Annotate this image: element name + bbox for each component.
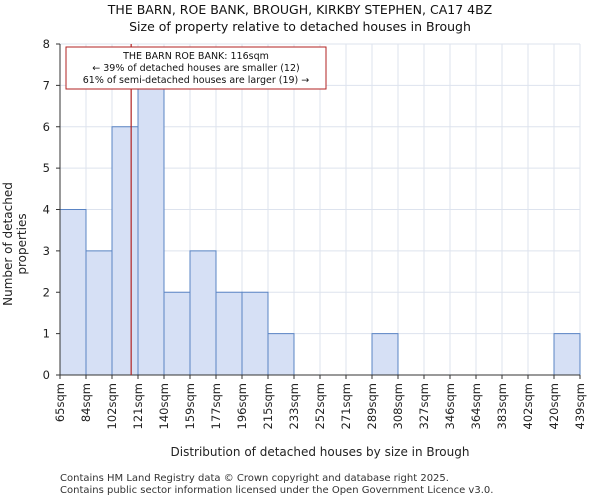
x-tick-label: 102sqm	[105, 383, 119, 429]
property-marker: THE BARN ROE BANK: 116sqm← 39% of detach…	[65, 44, 327, 375]
x-tick-label: 271sqm	[339, 383, 353, 429]
bar	[553, 333, 581, 376]
footer-line-2: Contains public sector information licen…	[60, 485, 494, 496]
x-tick-label: 383sqm	[495, 383, 509, 429]
bars	[59, 84, 581, 376]
bar	[137, 84, 165, 376]
annotation-larger: 61% of semi-detached houses are larger (…	[83, 75, 310, 86]
x-tick-label: 420sqm	[547, 383, 561, 429]
y-tick-label: 1	[43, 327, 50, 341]
footer-line-1: Contains HM Land Registry data © Crown c…	[60, 473, 449, 484]
bar	[241, 291, 269, 376]
x-tick-label: 252sqm	[313, 383, 327, 429]
x-tick-label: 177sqm	[209, 383, 223, 429]
x-tick-label: 364sqm	[469, 383, 483, 429]
x-tick-label: 308sqm	[391, 383, 405, 429]
bar	[371, 333, 399, 376]
bar	[267, 333, 295, 376]
x-tick-label: 439sqm	[573, 383, 587, 429]
x-tick-label: 289sqm	[365, 383, 379, 429]
x-tick-label: 346sqm	[443, 383, 457, 429]
x-tick-label: 121sqm	[131, 383, 145, 429]
y-tick-label: 6	[43, 120, 50, 134]
x-tick-label: 402sqm	[521, 383, 535, 429]
x-tick-label: 84sqm	[79, 383, 93, 422]
annotation-smaller: ← 39% of detached houses are smaller (12…	[92, 63, 299, 74]
y-tick-label: 4	[43, 203, 50, 217]
y-tick-label: 5	[43, 161, 50, 175]
chart-title: THE BARN, ROE BANK, BROUGH, KIRKBY STEPH…	[107, 2, 493, 17]
x-axis-label: Distribution of detached houses by size …	[170, 445, 470, 459]
x-tick-label: 65sqm	[53, 383, 67, 422]
x-tick-label: 196sqm	[235, 383, 249, 429]
chart-subtitle: Size of property relative to detached ho…	[129, 19, 471, 34]
axes: 0 1 2 3 4 5 6 7 8 65sqm 84sqm 102sqm 121sqm 140sqm 159…	[43, 37, 587, 429]
y-tick-label: 7	[43, 78, 50, 92]
bar	[163, 291, 191, 376]
y-tick-label: 3	[43, 244, 50, 258]
x-tick-label: 140sqm	[157, 383, 171, 429]
y-tick-label: 0	[43, 368, 50, 382]
x-tick-label: 327sqm	[417, 383, 431, 429]
bar	[189, 250, 217, 376]
annotation-title: THE BARN ROE BANK: 116sqm	[122, 51, 269, 62]
x-tick-label: 233sqm	[287, 383, 301, 429]
y-axis-label: Number of detached properties	[1, 182, 29, 306]
bar	[111, 126, 139, 376]
y-tick-label: 8	[43, 37, 50, 51]
x-tick-label: 159sqm	[183, 383, 197, 429]
bar	[59, 209, 87, 376]
x-tick-label: 215sqm	[261, 383, 275, 429]
bar	[85, 250, 113, 376]
bar	[215, 291, 243, 376]
annotation-box	[65, 46, 327, 90]
y-tick-label: 2	[43, 285, 50, 299]
